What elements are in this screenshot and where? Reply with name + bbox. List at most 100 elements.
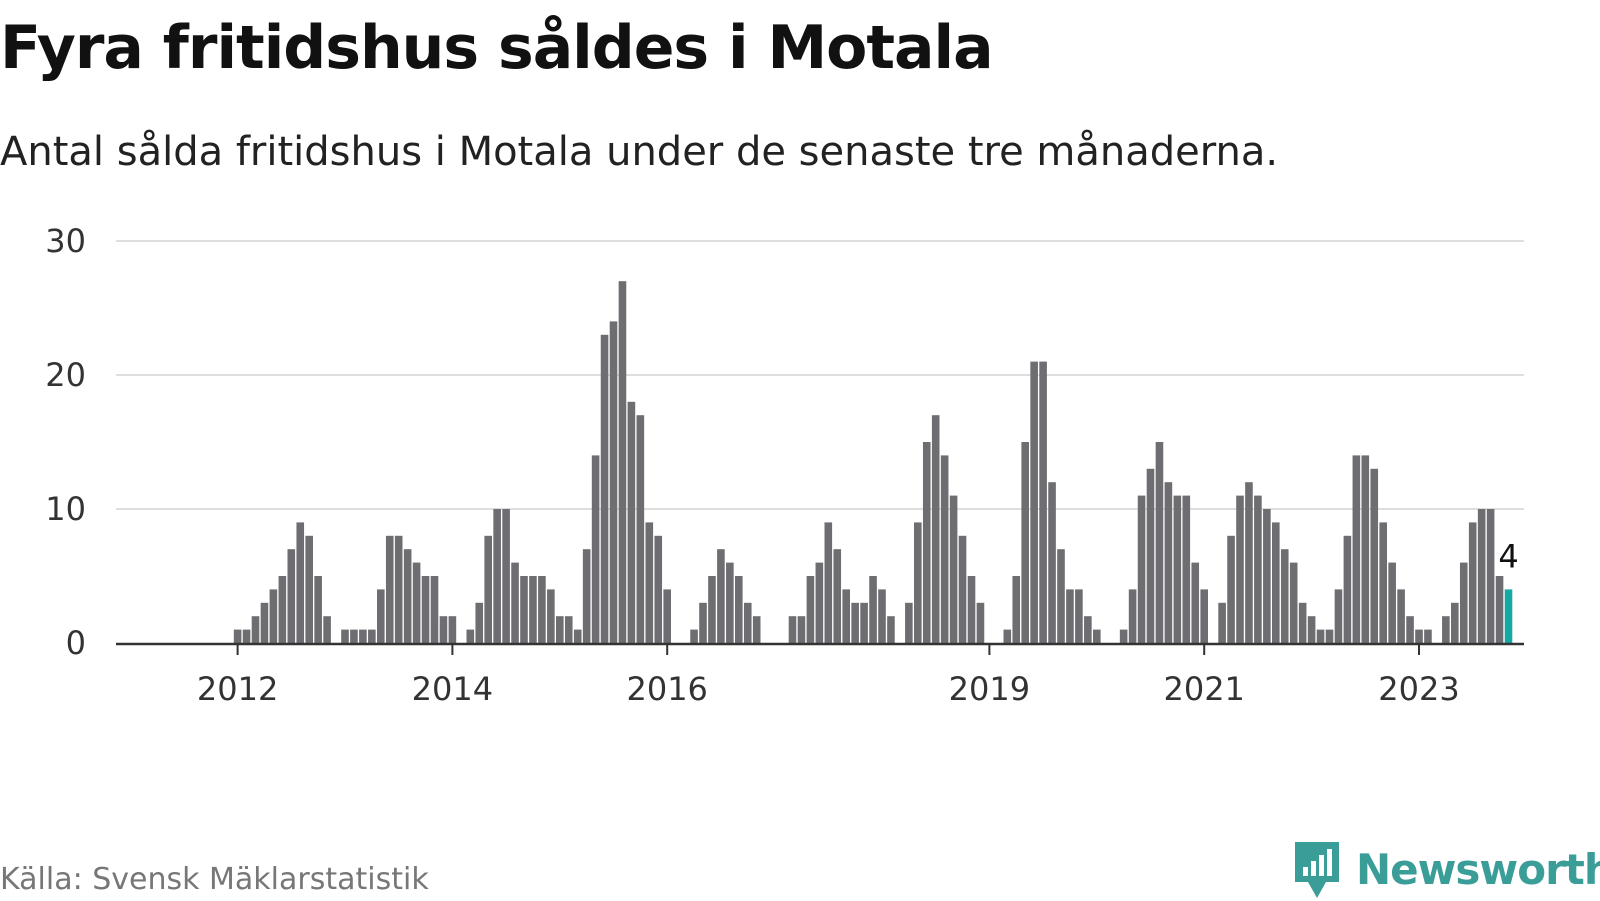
bar bbox=[1254, 495, 1262, 643]
bar bbox=[600, 334, 609, 643]
bar bbox=[1003, 629, 1012, 643]
bar-chart: 0 10 20 30 2012 2014 2016 2019 2021 2023 4 bbox=[45, 222, 1524, 708]
bar bbox=[708, 576, 716, 643]
bars bbox=[233, 281, 1513, 643]
bar bbox=[1468, 522, 1477, 643]
bar bbox=[242, 629, 251, 643]
bar bbox=[1388, 562, 1396, 643]
data-labels: 4 bbox=[1498, 537, 1518, 575]
y-tick-label: 30 bbox=[45, 222, 86, 260]
bar bbox=[1415, 629, 1423, 643]
bar bbox=[1030, 361, 1038, 643]
bar bbox=[967, 576, 976, 643]
bar bbox=[493, 509, 501, 643]
bar bbox=[1442, 616, 1450, 643]
bar bbox=[654, 535, 663, 643]
bar bbox=[752, 616, 761, 643]
bar bbox=[743, 602, 752, 643]
bar bbox=[976, 602, 985, 643]
latest-value-label: 4 bbox=[1498, 537, 1518, 575]
x-tick-label: 2012 bbox=[197, 670, 278, 708]
bar bbox=[851, 602, 859, 643]
bar bbox=[1343, 535, 1352, 643]
bar bbox=[931, 415, 940, 643]
bar bbox=[645, 522, 654, 643]
bar bbox=[1021, 442, 1029, 643]
bar bbox=[1451, 602, 1459, 643]
bar bbox=[1146, 468, 1155, 643]
bar bbox=[824, 522, 833, 643]
x-tick-label: 2019 bbox=[949, 670, 1030, 708]
bar bbox=[1218, 602, 1226, 643]
bar bbox=[484, 535, 492, 643]
bar bbox=[663, 589, 671, 643]
bar bbox=[1289, 562, 1298, 643]
bar bbox=[1227, 535, 1235, 643]
bar bbox=[1495, 576, 1504, 643]
bar bbox=[260, 602, 269, 643]
bar bbox=[439, 616, 448, 643]
bar bbox=[1119, 629, 1128, 643]
brand-logo[interactable]: Newsworthy bbox=[1292, 839, 1600, 901]
bar bbox=[1200, 589, 1208, 643]
y-tick-label: 20 bbox=[45, 356, 86, 394]
bar bbox=[251, 616, 260, 643]
bar bbox=[1307, 616, 1316, 643]
bar bbox=[958, 535, 967, 643]
bar bbox=[269, 589, 278, 643]
bar bbox=[1137, 495, 1146, 643]
bar bbox=[1182, 495, 1191, 643]
x-axis-ticks: 2012 2014 2016 2019 2021 2023 bbox=[197, 645, 1460, 708]
chart-title: Fyra fritidshus såldes i Motala bbox=[0, 13, 994, 83]
bar bbox=[341, 629, 349, 643]
bar bbox=[421, 576, 430, 643]
bar bbox=[949, 495, 958, 643]
bar bbox=[1272, 522, 1280, 643]
bar bbox=[412, 562, 421, 643]
bar bbox=[1370, 468, 1379, 643]
bar bbox=[466, 629, 475, 643]
newsworthy-logo-icon bbox=[1295, 842, 1339, 898]
x-tick-label: 2023 bbox=[1378, 670, 1459, 708]
x-tick-label: 2014 bbox=[412, 670, 493, 708]
bar bbox=[314, 576, 322, 643]
source-note: Källa: Svensk Mäklarstatistik bbox=[0, 862, 429, 897]
y-tick-label: 0 bbox=[66, 624, 86, 662]
bar bbox=[1012, 576, 1021, 643]
bar bbox=[1173, 495, 1182, 643]
bar bbox=[806, 576, 815, 643]
bar bbox=[287, 549, 296, 643]
bar bbox=[582, 549, 591, 643]
bar bbox=[1298, 602, 1307, 643]
bar-highlighted bbox=[1504, 589, 1513, 643]
bar bbox=[1379, 522, 1387, 643]
bar bbox=[1057, 549, 1065, 643]
bar bbox=[922, 442, 931, 643]
bar bbox=[627, 401, 636, 643]
bar bbox=[556, 616, 564, 643]
bar bbox=[520, 576, 528, 643]
bar bbox=[278, 576, 287, 643]
bar bbox=[833, 549, 842, 643]
bar bbox=[350, 629, 358, 643]
bar bbox=[905, 602, 913, 643]
bar bbox=[305, 535, 313, 643]
bar bbox=[1280, 549, 1289, 643]
bar bbox=[1245, 482, 1253, 643]
bar bbox=[878, 589, 886, 643]
bar bbox=[377, 589, 385, 643]
bar bbox=[1039, 361, 1047, 643]
bar bbox=[842, 589, 850, 643]
bar bbox=[1164, 482, 1173, 643]
bar bbox=[502, 509, 510, 643]
bar bbox=[717, 549, 725, 643]
bar bbox=[1316, 629, 1325, 643]
bar bbox=[636, 415, 645, 643]
bar bbox=[359, 629, 367, 643]
bar bbox=[1084, 616, 1092, 643]
bar bbox=[788, 616, 797, 643]
bar bbox=[564, 616, 573, 643]
bar bbox=[1155, 442, 1164, 643]
bar bbox=[529, 576, 537, 643]
bar bbox=[1325, 629, 1334, 643]
